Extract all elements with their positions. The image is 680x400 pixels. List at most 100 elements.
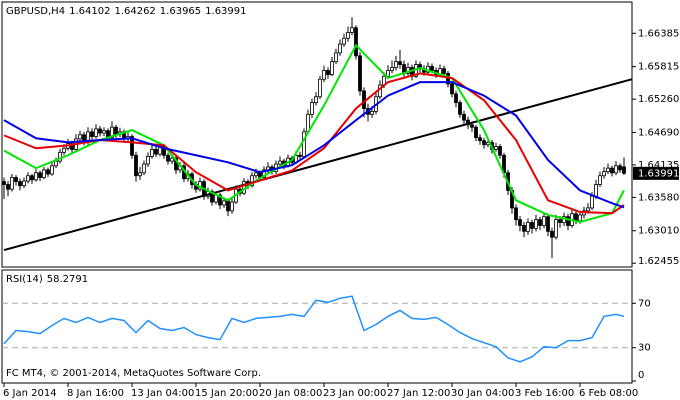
candle-body <box>458 102 462 115</box>
candle-body <box>390 67 394 71</box>
candle-body <box>518 219 522 226</box>
rsi-header: RSI(14) 58.2791 <box>6 274 88 285</box>
x-tick-label: 20 Jan 08:00 <box>259 388 322 399</box>
candle-body <box>554 219 558 238</box>
y-tick-label: 1.62455 <box>638 256 679 267</box>
chart-header: GBPUSD,H4 1.64102 1.64262 1.63965 1.63991 <box>6 6 247 17</box>
candle-body <box>566 216 570 226</box>
candle-body <box>218 194 222 206</box>
candle-body <box>606 167 610 173</box>
candle-body <box>514 207 518 221</box>
candle-body <box>598 175 602 185</box>
candle-body <box>370 110 374 115</box>
y-tick-label: 30 <box>638 343 651 354</box>
candle-body <box>350 27 354 33</box>
candle-body <box>278 160 282 165</box>
y-tick-label: 1.63580 <box>638 192 679 203</box>
candle-body <box>226 200 230 212</box>
candle-body <box>326 70 330 75</box>
candle-body <box>314 96 318 104</box>
candle-body <box>42 169 46 178</box>
candle-body <box>342 37 346 45</box>
candle-body <box>10 177 14 190</box>
candle-body <box>22 180 26 187</box>
candle-body <box>310 102 314 115</box>
x-tick-label: 30 Jan 04:00 <box>451 388 514 399</box>
candle-body <box>354 27 358 57</box>
candle-body <box>454 93 458 104</box>
candle-body <box>94 128 98 137</box>
candle-body <box>30 175 34 181</box>
candle-body <box>398 61 402 65</box>
candle-body <box>362 90 366 109</box>
moving-average <box>3 81 625 209</box>
candle-body <box>6 184 10 190</box>
rsi-title: RSI(14) <box>6 274 43 285</box>
candle-body <box>14 177 18 182</box>
candle-body <box>442 68 446 74</box>
candle-body <box>26 175 30 182</box>
candle-body <box>2 181 6 185</box>
candle-body <box>222 200 226 206</box>
candle-body <box>338 43 342 54</box>
chart-title: GBPUSD,H4 <box>6 6 65 17</box>
candle-body <box>322 70 326 80</box>
y-tick-label: 70 <box>638 298 651 309</box>
candle-body <box>166 154 170 162</box>
x-tick-label: 13 Jan 04:00 <box>131 388 194 399</box>
candle-body <box>230 201 234 212</box>
candle-body <box>386 70 390 77</box>
x-tick-label: 6 Feb 08:00 <box>579 388 638 399</box>
candle-body <box>318 78 322 98</box>
candle-body <box>138 172 142 177</box>
candle-body <box>170 157 174 162</box>
candle-body <box>298 154 302 157</box>
candle-body <box>250 175 254 187</box>
candle-body <box>542 216 546 226</box>
y-tick-label: 1.64690 <box>638 127 679 138</box>
candle-body <box>130 136 134 156</box>
rsi-value: 58.2791 <box>47 274 88 285</box>
candle-body <box>102 130 106 134</box>
price-label-box <box>633 166 679 180</box>
candle-body <box>54 160 58 167</box>
candle-body <box>254 172 258 177</box>
candle-body <box>174 157 178 171</box>
candle-body <box>358 55 362 92</box>
candle-body <box>98 128 102 134</box>
candle-body <box>586 207 590 212</box>
candle-body <box>618 165 622 171</box>
x-tick-label: 8 Jan 16:00 <box>67 388 124 399</box>
candle-body <box>498 146 502 156</box>
copyright: FC MT4, © 2001-2014, MetaQuotes Software… <box>6 368 261 379</box>
candle-body <box>114 126 118 135</box>
x-tick-label: 15 Jan 20:00 <box>195 388 258 399</box>
candle-body <box>110 126 114 139</box>
candle-body <box>482 140 486 146</box>
candle-body <box>90 131 94 137</box>
candle-body <box>46 169 50 175</box>
candle-body <box>550 230 554 238</box>
y-tick-label: 1.63010 <box>638 226 679 237</box>
candle-body <box>210 191 214 203</box>
candle-body <box>558 219 562 223</box>
y-tick-label: 0 <box>638 370 644 381</box>
moving-average <box>3 72 625 215</box>
candle-body <box>302 131 306 157</box>
trendline <box>3 78 633 251</box>
candle-body <box>330 61 334 75</box>
candle-body <box>614 165 618 174</box>
candle-body <box>38 172 42 178</box>
y-tick-label: 1.66385 <box>638 28 679 39</box>
candle-body <box>462 113 466 121</box>
candle-body <box>62 147 66 153</box>
candle-body <box>590 195 594 209</box>
candle-body <box>478 137 482 142</box>
header-value: 1.64262 <box>114 6 155 17</box>
candle-body <box>78 134 82 140</box>
main-panel <box>1 1 633 268</box>
header-value: 1.64102 <box>69 6 110 17</box>
candle-body <box>610 167 614 174</box>
y-tick-label: 1.64135 <box>638 160 679 171</box>
